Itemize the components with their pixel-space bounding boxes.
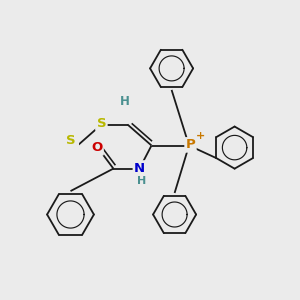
Text: H: H (137, 176, 146, 186)
Text: S: S (66, 134, 76, 148)
Text: +: + (196, 131, 205, 141)
Text: H: H (120, 95, 129, 108)
Text: S: S (97, 118, 106, 131)
Text: P: P (186, 138, 195, 152)
Text: S: S (68, 136, 78, 150)
Text: S: S (97, 116, 106, 130)
Text: O: O (91, 141, 103, 154)
Text: N: N (134, 161, 145, 175)
